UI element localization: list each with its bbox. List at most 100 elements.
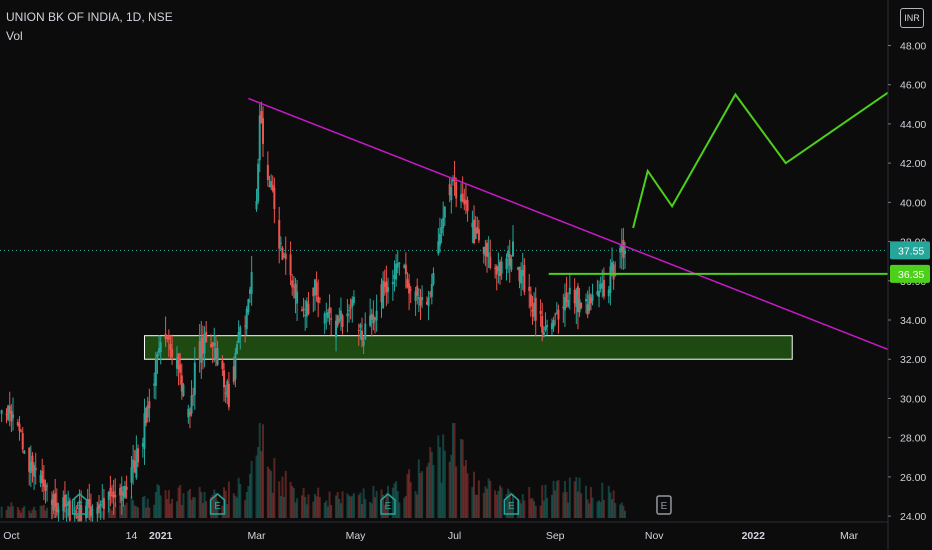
candle[interactable] [409,289,412,291]
candle[interactable] [416,285,419,296]
candle[interactable] [156,354,159,358]
candle[interactable] [529,294,532,307]
candle[interactable] [430,283,433,297]
candle[interactable] [351,299,354,307]
candle[interactable] [499,261,502,277]
candle[interactable] [326,312,329,318]
candle[interactable] [88,499,91,509]
candle[interactable] [223,370,226,388]
candle[interactable] [393,274,396,280]
candle[interactable] [23,450,26,454]
candle[interactable] [497,266,500,272]
candle[interactable] [16,422,19,426]
candle[interactable] [179,364,182,373]
candle[interactable] [124,486,127,498]
candle[interactable] [414,291,417,301]
candle[interactable] [214,348,217,360]
candle[interactable] [154,359,157,386]
candle[interactable] [523,264,526,292]
candle[interactable] [533,302,536,317]
candle[interactable] [323,313,326,324]
candle[interactable] [114,494,117,498]
candle[interactable] [611,262,614,272]
candle[interactable] [89,506,92,516]
candle[interactable] [487,252,490,257]
candle[interactable] [201,337,204,354]
candle[interactable] [395,263,398,280]
candle[interactable] [565,292,568,303]
candle[interactable] [8,405,11,414]
candle[interactable] [198,341,201,360]
candle[interactable] [237,331,240,343]
candle[interactable] [0,410,3,414]
candle[interactable] [145,407,148,424]
volume-indicator-label[interactable]: Vol [6,29,23,43]
candle[interactable] [601,283,604,289]
candle[interactable] [167,335,170,340]
candle[interactable] [39,475,42,483]
candle[interactable] [29,461,32,474]
candle[interactable] [341,315,344,327]
candle[interactable] [391,281,394,285]
candle[interactable] [403,265,406,268]
candle[interactable] [21,433,24,450]
candle[interactable] [518,266,521,282]
candle[interactable] [18,423,21,432]
candle[interactable] [580,302,583,309]
candle[interactable] [180,375,183,392]
earnings-marker[interactable]: E [71,493,88,515]
candle[interactable] [42,479,45,487]
candle[interactable] [596,291,599,295]
candle[interactable] [107,491,110,501]
candle[interactable] [171,349,174,358]
candle[interactable] [450,186,453,201]
candle[interactable] [307,303,310,314]
candle[interactable] [305,301,308,317]
candle[interactable] [466,199,469,212]
candle[interactable] [291,280,294,288]
candle[interactable] [471,222,474,228]
candle[interactable] [7,405,10,420]
candle[interactable] [193,362,196,395]
candle[interactable] [203,334,206,354]
candle[interactable] [555,312,558,314]
candle[interactable] [313,279,316,295]
candle[interactable] [125,486,128,490]
currency-badge[interactable]: INR [900,8,924,28]
candle[interactable] [141,443,144,447]
candle[interactable] [52,494,55,511]
candle[interactable] [364,323,367,340]
candle[interactable] [46,485,49,487]
candle[interactable] [396,263,399,268]
candle[interactable] [546,324,549,328]
candle[interactable] [98,504,101,509]
candle[interactable] [159,342,162,353]
candle[interactable] [607,289,610,297]
candle[interactable] [408,283,411,294]
candle[interactable] [67,501,70,507]
candle[interactable] [148,401,151,409]
candle[interactable] [417,297,420,299]
candle[interactable] [330,318,333,320]
candle[interactable] [245,308,248,329]
candle[interactable] [550,323,553,330]
candle[interactable] [375,310,378,321]
candle[interactable] [166,337,169,340]
candle[interactable] [210,344,213,348]
candle[interactable] [266,164,269,181]
candle[interactable] [91,509,94,511]
candle[interactable] [270,181,273,188]
candle[interactable] [169,344,172,350]
candle[interactable] [473,219,476,244]
candle[interactable] [500,261,503,274]
candle[interactable] [370,313,373,320]
candle[interactable] [495,266,498,275]
candle[interactable] [463,199,466,205]
candle[interactable] [54,493,57,508]
candle[interactable] [505,258,508,270]
candle[interactable] [440,227,443,234]
candle[interactable] [273,187,276,210]
candle[interactable] [244,325,247,327]
candle[interactable] [568,287,571,295]
